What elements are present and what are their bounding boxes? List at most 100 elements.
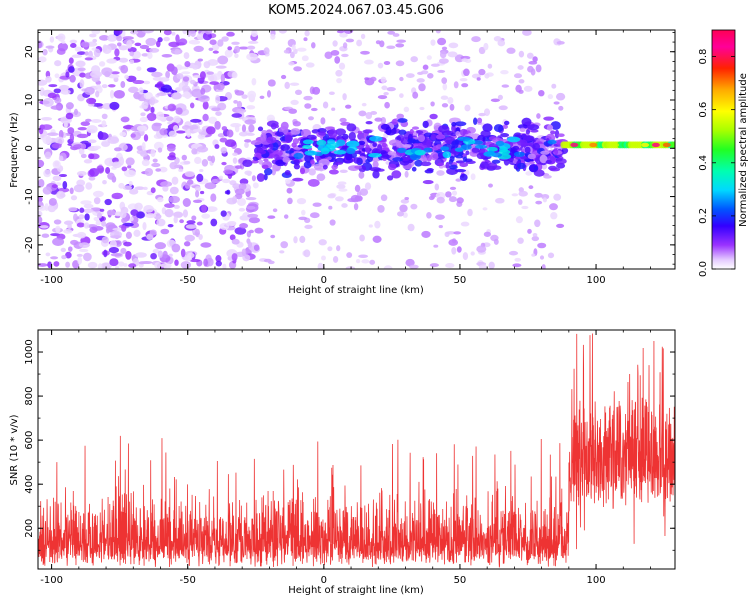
spectrogram-cell: [162, 250, 168, 259]
spectrogram-cell: [555, 92, 566, 101]
spectrogram-cell: [77, 256, 83, 265]
spectrogram-cell: [350, 194, 361, 203]
spectrogram-cell: [141, 142, 146, 151]
spectrogram-cell: [192, 64, 199, 70]
spectrogram-cell: [221, 161, 227, 166]
spectrogram-cell: [411, 126, 420, 130]
spectrogram-cell: [96, 84, 102, 89]
spectrogram-cell: [129, 59, 135, 65]
spectrogram-cell: [41, 233, 50, 238]
spectrogram-cell: [318, 131, 327, 136]
spectrogram-cell: [139, 150, 148, 157]
spectrogram-cell: [239, 223, 249, 229]
spectrogram-cell: [316, 139, 327, 147]
spectrogram-cell: [217, 39, 224, 47]
spectrogram-cell: [369, 135, 383, 142]
spectrogram-cell: [38, 210, 43, 218]
spectrogram-cell: [296, 197, 307, 205]
spectrogram-cell: [110, 253, 123, 257]
spectrogram-cell: [497, 94, 503, 101]
spectrogram-cell: [308, 116, 314, 121]
spectrogram-cell: [383, 92, 389, 96]
spectrogram-frame: [37, 29, 676, 270]
spectrogram-cell: [202, 101, 209, 110]
spectrogram-cell: [359, 188, 369, 196]
spectrogram-cell: [326, 156, 332, 161]
spectrogram-cell: [165, 70, 170, 79]
spectrogram-cell: [533, 165, 539, 171]
spectrogram-cell: [51, 184, 58, 189]
spectrogram-cell: [414, 159, 423, 167]
spectrogram-cell: [182, 198, 191, 207]
spectrogram-cell: [74, 46, 82, 52]
spectrogram-cell: [451, 122, 457, 127]
spectrogram-cell: [53, 261, 60, 267]
spectrogram-cell: [184, 92, 191, 100]
spectrogram-cell: [60, 89, 71, 95]
spectrogram-cell: [191, 215, 197, 221]
spectrogram-cell: [83, 208, 94, 214]
spectrogram-cell: [84, 57, 93, 61]
spectrogram-cell: [270, 234, 276, 239]
spectrogram-cell: [204, 182, 217, 190]
spectrogram-cell: [41, 116, 53, 121]
spectrogram-cell: [302, 144, 313, 150]
spectrogram-cell: [463, 68, 470, 77]
spectrogram-cell: [47, 204, 57, 213]
spectrogram-cell: [298, 216, 308, 221]
spectrogram-cell: [395, 43, 405, 48]
spectrogram-cell: [102, 179, 107, 185]
spectrogram-cell: [543, 174, 552, 179]
spectrogram-cell: [384, 101, 390, 109]
spectrogram-cell: [550, 211, 558, 220]
spectrogram-cell: [233, 99, 238, 104]
spectrogram-cell: [402, 212, 408, 218]
spectrogram-cell: [93, 145, 101, 150]
spectrogram-cell: [278, 30, 287, 34]
spectrogram-cell: [551, 83, 557, 89]
spectrogram-cell: [246, 171, 252, 177]
spectrogram-cell: [414, 149, 426, 156]
spectrogram-cell: [270, 33, 276, 40]
spectrogram-cell: [80, 121, 91, 127]
spectrogram-cell: [52, 175, 62, 182]
spectrogram-cell: [151, 71, 163, 78]
spectrogram-cell: [304, 150, 317, 156]
spectrogram-cell: [317, 262, 324, 269]
spectrogram-cell: [542, 197, 548, 203]
spectrogram-cell: [397, 211, 404, 217]
spectrogram-cell: [354, 150, 362, 155]
spectrogram-cell: [110, 235, 122, 239]
spectrogram-cell: [78, 214, 85, 220]
spectrogram-cell: [149, 229, 157, 236]
spectrogram-cell: [216, 82, 225, 91]
spectrogram-cell: [207, 75, 215, 82]
spectrogram-cell: [473, 117, 478, 125]
spectrogram-cell: [512, 263, 522, 268]
spectrogram-cell: [251, 77, 257, 86]
spectrogram-cell: [85, 182, 93, 190]
colorbar-tick-label: 0.2: [698, 208, 709, 224]
spectrogram-cell: [159, 166, 168, 173]
spectrogram-cell: [305, 62, 315, 68]
spectrogram-cell: [182, 30, 188, 35]
spectrogram-cell: [47, 92, 57, 99]
spectrogram-cell: [503, 120, 510, 126]
spectrogram-cell: [346, 123, 357, 132]
spectrogram-cell: [407, 223, 415, 232]
spectrogram-cell: [464, 158, 473, 162]
spectrogram-cell: [245, 197, 257, 201]
spectrogram-cell: [361, 259, 370, 264]
spectrogram-cell: [231, 113, 243, 118]
spectrogram-cell: [372, 170, 380, 179]
spectrogram-cell: [553, 101, 560, 105]
spectrogram-cell: [176, 73, 184, 80]
spectrogram-cell: [456, 197, 464, 204]
spectrogram-cell: [455, 178, 462, 182]
x-tick-label: -50: [180, 275, 196, 286]
spectrogram-cell: [178, 66, 189, 70]
spectrogram-cell: [539, 154, 548, 164]
spectrogram-cell: [69, 39, 78, 44]
spectrogram-cell: [506, 136, 521, 143]
spectrogram-cell: [426, 55, 432, 60]
